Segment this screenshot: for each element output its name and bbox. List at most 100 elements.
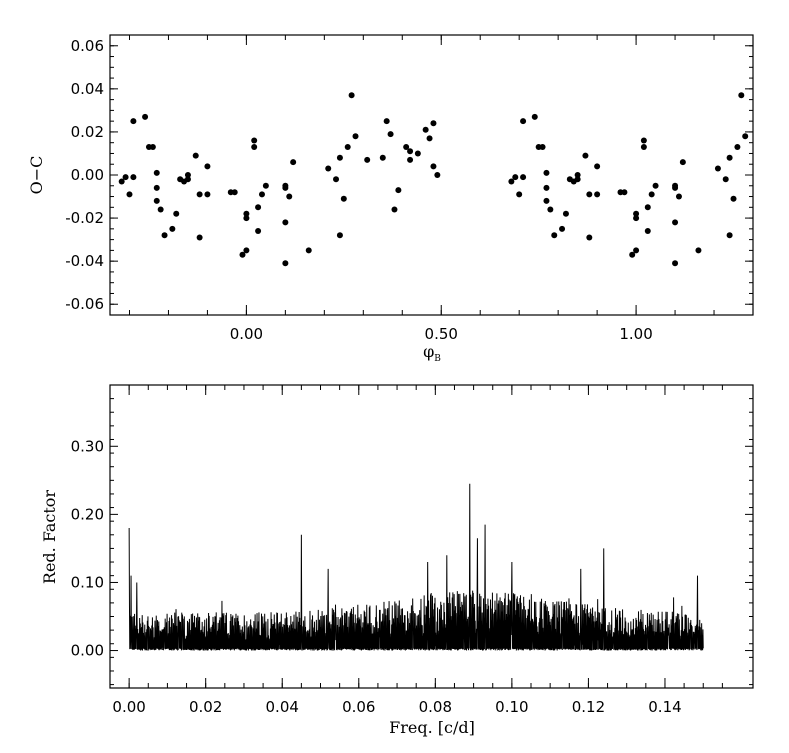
data-point bbox=[196, 191, 203, 198]
x-tick-label-bottom: 0.08 bbox=[419, 698, 452, 716]
x-tick-label-bottom: 0.06 bbox=[342, 698, 375, 716]
data-point bbox=[262, 182, 269, 189]
data-point bbox=[243, 247, 250, 254]
x-axis-label-top: φB bbox=[423, 342, 441, 364]
data-point bbox=[434, 172, 441, 178]
data-point bbox=[153, 169, 160, 176]
data-point bbox=[169, 225, 176, 232]
data-point bbox=[395, 187, 402, 194]
data-point bbox=[422, 126, 429, 133]
data-point bbox=[407, 156, 414, 163]
data-point bbox=[364, 156, 371, 163]
data-point bbox=[543, 184, 550, 191]
x-tick-label-bottom: 0.12 bbox=[572, 698, 605, 716]
periodogram-panel: 0.30 0.20 0.10 0.00 0.00 0.02 0.04 0.06 0.08 0.1… bbox=[40, 384, 754, 737]
data-point bbox=[142, 113, 149, 120]
data-point bbox=[547, 206, 554, 213]
data-point bbox=[652, 182, 659, 189]
data-point bbox=[383, 118, 390, 125]
data-point bbox=[586, 234, 593, 241]
data-point bbox=[286, 193, 293, 200]
y-tick-label-bottom: 0.00 bbox=[71, 642, 104, 660]
data-point bbox=[516, 191, 523, 198]
data-point bbox=[130, 174, 137, 181]
data-point bbox=[574, 176, 581, 183]
data-point bbox=[184, 172, 191, 178]
data-point bbox=[348, 92, 355, 99]
data-point bbox=[640, 144, 647, 150]
x-tick-label-top: 0.50 bbox=[425, 325, 458, 343]
data-point bbox=[333, 176, 340, 183]
data-point bbox=[512, 174, 519, 181]
data-point bbox=[336, 154, 343, 161]
data-point bbox=[391, 206, 398, 213]
data-point bbox=[379, 154, 386, 161]
y-tick-label-top: 0.04 bbox=[71, 80, 104, 98]
data-point bbox=[726, 154, 733, 161]
data-point bbox=[282, 260, 289, 267]
data-point bbox=[149, 144, 156, 150]
data-point bbox=[714, 165, 721, 172]
data-point bbox=[621, 189, 628, 196]
data-point bbox=[414, 150, 421, 157]
data-point bbox=[531, 113, 538, 120]
data-point bbox=[255, 228, 262, 234]
data-point bbox=[282, 219, 289, 226]
data-point bbox=[153, 197, 160, 204]
data-point bbox=[734, 144, 741, 150]
data-point bbox=[196, 234, 203, 241]
data-point bbox=[672, 219, 679, 226]
plot-frame-top bbox=[109, 34, 754, 316]
data-point bbox=[562, 210, 569, 217]
data-point bbox=[633, 215, 640, 222]
data-point bbox=[730, 195, 737, 202]
data-point bbox=[520, 174, 527, 181]
x-tick-label-bottom: 0.00 bbox=[112, 698, 145, 716]
data-point bbox=[520, 118, 527, 125]
y-axis-label-bottom: Red. Factor bbox=[40, 490, 59, 585]
data-point bbox=[258, 191, 265, 198]
data-point bbox=[559, 225, 566, 232]
x-tick-label-bottom: 0.04 bbox=[266, 698, 299, 716]
x-tick-label-top: 0.00 bbox=[230, 325, 263, 343]
oc-phase-panel: 0.06 0.04 0.02 0.00 -0.02 -0.04 -0.06 0.00 0.50… bbox=[27, 34, 754, 364]
x-axis-label-phi: φ bbox=[423, 342, 434, 361]
data-point bbox=[255, 204, 262, 211]
data-point bbox=[551, 232, 558, 239]
data-point bbox=[629, 251, 636, 258]
data-point bbox=[644, 204, 651, 211]
data-point bbox=[508, 178, 515, 185]
data-point bbox=[633, 247, 640, 254]
y-axis-label-top: O−C bbox=[27, 156, 46, 195]
data-point bbox=[231, 189, 238, 196]
x-axis-label-subscript: B bbox=[434, 354, 441, 364]
data-point bbox=[644, 228, 651, 234]
data-point bbox=[243, 215, 250, 222]
data-point bbox=[695, 247, 702, 254]
data-point bbox=[251, 144, 258, 150]
data-point bbox=[251, 137, 258, 144]
y-tick-label-top: 0.02 bbox=[71, 123, 104, 141]
data-point bbox=[574, 172, 581, 178]
data-point bbox=[290, 159, 297, 166]
data-point bbox=[239, 251, 246, 258]
y-tick-label-top: -0.06 bbox=[65, 295, 104, 313]
data-point bbox=[648, 191, 655, 198]
data-point bbox=[407, 148, 414, 155]
y-tick-label-top: -0.02 bbox=[65, 209, 104, 227]
data-point bbox=[282, 182, 289, 189]
data-point bbox=[679, 159, 686, 166]
data-point bbox=[130, 118, 137, 125]
data-point bbox=[672, 260, 679, 267]
data-point bbox=[352, 133, 359, 140]
data-point bbox=[633, 210, 640, 217]
data-point bbox=[387, 131, 394, 138]
data-point bbox=[430, 163, 437, 170]
data-point bbox=[426, 135, 433, 142]
data-point bbox=[126, 191, 133, 198]
y-tick-label-bottom: 0.20 bbox=[71, 505, 104, 523]
x-tick-label-top: 1.00 bbox=[619, 325, 652, 343]
x-axis-label-bottom: Freq. [c/d] bbox=[389, 718, 475, 737]
data-point bbox=[173, 210, 180, 217]
